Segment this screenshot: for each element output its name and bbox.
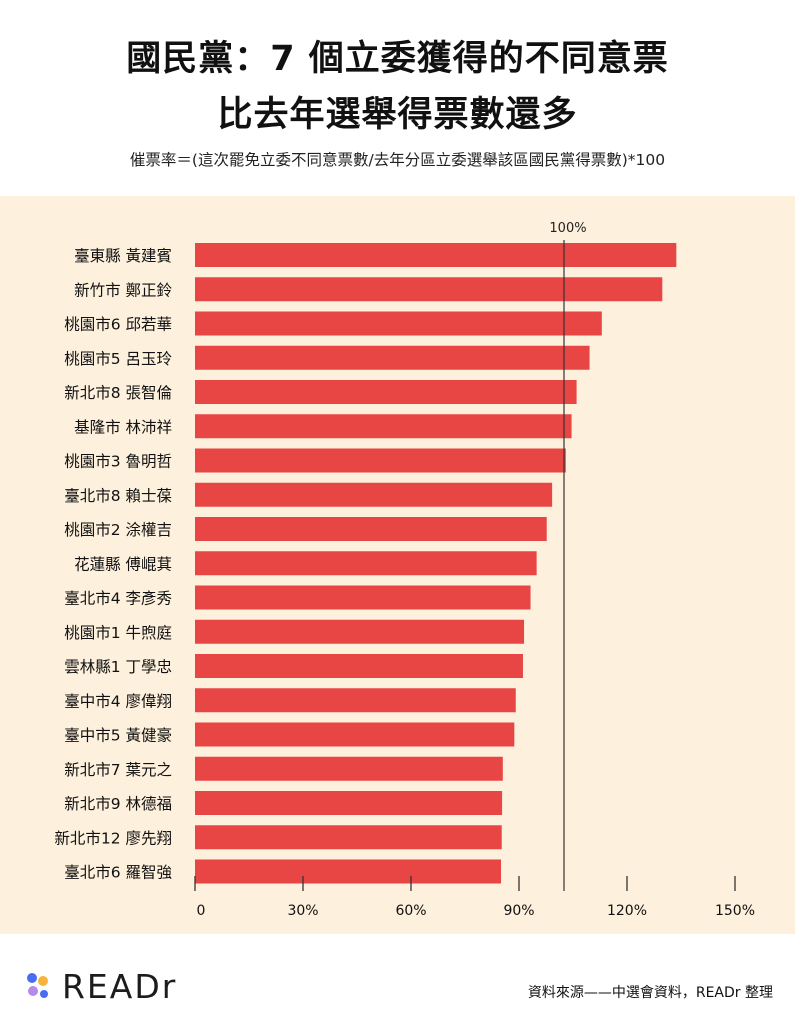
x-tick-label: 0 [197,903,206,919]
bar [195,859,501,884]
bar [195,825,502,850]
category-label: 花蓮縣 傅崐萁 [74,555,172,573]
bar [195,345,590,370]
category-label: 臺東縣 黃建賓 [74,246,172,265]
logo-dots-icon [27,973,48,998]
readr-logo[interactable]: READr [24,966,177,1006]
page-title-line-1: 國民黨：7 個立委獲得的不同意票 [126,39,669,79]
category-label: 臺北市6 羅智強 [64,864,172,882]
x-tick-label: 90% [503,903,534,919]
bar [195,311,602,336]
chart-panel: 臺東縣 黃建賓 新竹市 鄭正鈴桃園市6 邱若華 桃園市5 呂玉玲 新北市8 張智倫基隆… [0,196,795,934]
category-label: 基隆市 林沛祥 [74,418,172,436]
x-tick-label: 120% [607,903,647,919]
bar [195,654,523,678]
bar [195,756,503,781]
bar [195,619,525,644]
category-label: 臺北市8 賴士葆 [64,487,172,505]
x-tick-label: 60% [395,903,426,919]
x-tick-label: 30% [287,903,318,919]
category-label: 桃園市3 魯明哲 [64,453,172,471]
bar [195,791,503,815]
bar [195,517,547,541]
category-label: 桃園市6 邱若華 [64,316,172,334]
bar [195,722,515,747]
reference-line-label: 100% [549,221,586,236]
category-label: 桃園市5 呂玉玲 [64,350,172,368]
category-label: 桃園市2 涂權吉 [64,521,172,539]
logo-text: READr [62,966,178,1006]
category-label: 新北市12 廖先翔 [54,828,172,847]
category-label: 新北市7 葉元之 [64,761,172,779]
bar [195,380,577,404]
bar [195,688,516,713]
bar [195,482,553,507]
category-label: 新竹市 鄭正鈴 [74,281,172,299]
category-label: 桃園市1 牛煦庭 [64,624,172,642]
x-tick-label: 150% [715,903,755,919]
category-label: 新北市9 林德福 [64,795,172,813]
bar [195,414,572,439]
bar [195,448,566,473]
category-label: 新北市8 張智倫 [64,384,172,402]
category-label: 臺北市4 李彥秀 [64,590,172,608]
chart-subtitle: 催票率＝(這次罷免立委不同意票數/去年分區立委選舉該區國民黨得票數)*100 [129,151,666,169]
bar [195,551,537,576]
bar [195,585,531,610]
data-source: 資料來源——中選會資料，READr 整理 [527,985,773,1001]
bar [195,277,663,302]
page-title-line-2: 比去年選舉得票數還多 [217,95,578,135]
bar [195,243,677,267]
category-label: 雲林縣1 丁學忠 [64,657,172,676]
category-label: 臺中市4 廖偉翔 [64,691,172,710]
category-label: 臺中市5 黃健豪 [64,726,172,745]
